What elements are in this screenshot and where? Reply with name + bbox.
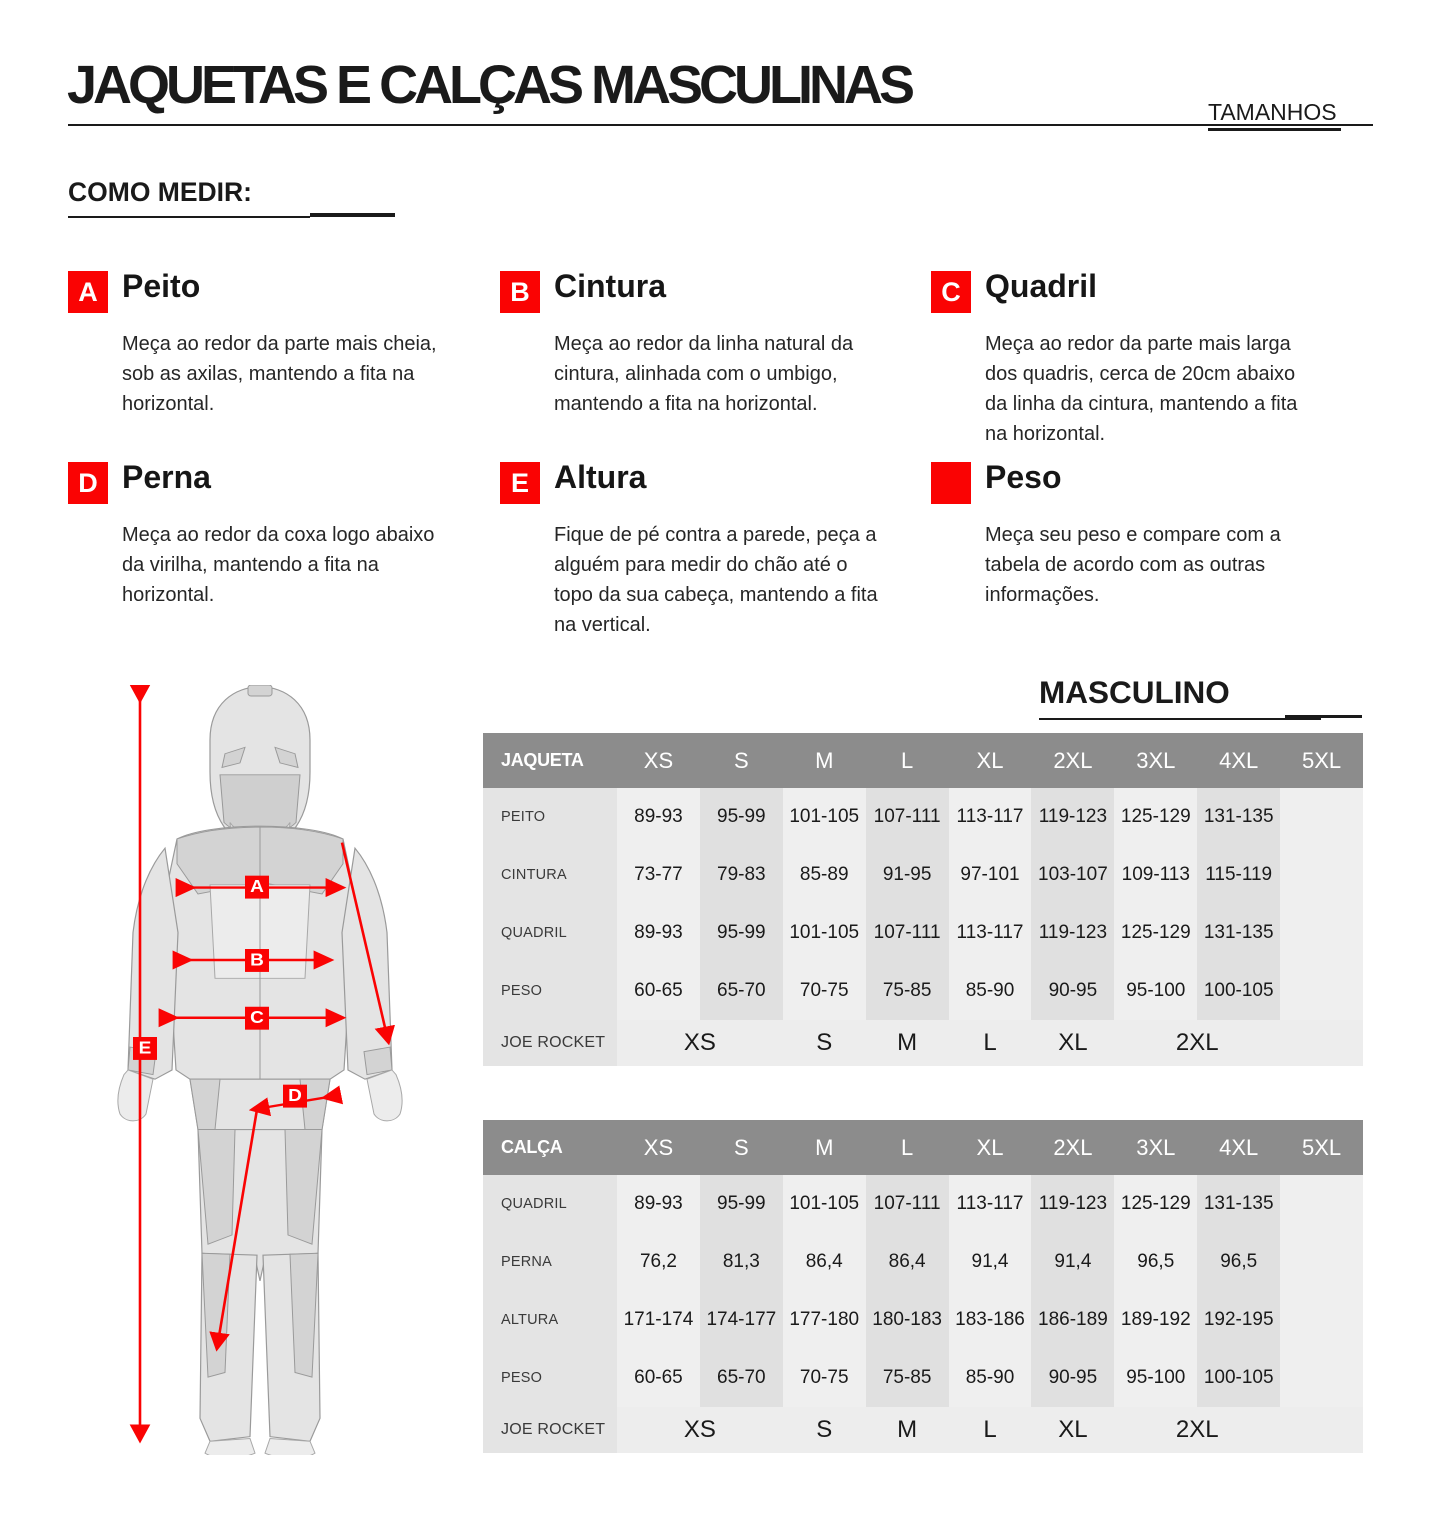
svg-text:B: B bbox=[250, 950, 264, 969]
svg-text:A: A bbox=[250, 877, 264, 896]
svg-text:C: C bbox=[250, 1008, 264, 1027]
svg-text:E: E bbox=[139, 1038, 152, 1057]
svg-text:D: D bbox=[288, 1086, 302, 1105]
